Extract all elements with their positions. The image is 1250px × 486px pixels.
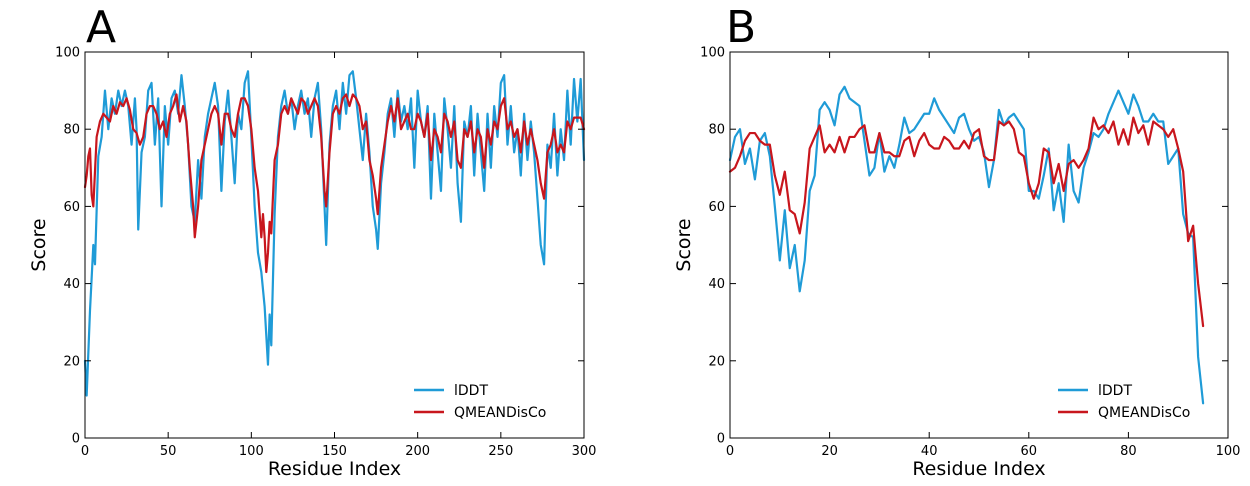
x-tick-label: 100 — [239, 444, 264, 459]
x-tick-label: 250 — [488, 444, 513, 459]
y-tick-label: 0 — [717, 432, 725, 447]
x-tick-label: 60 — [1021, 444, 1038, 459]
legend-label: lDDT — [1098, 383, 1132, 399]
legend-label: lDDT — [454, 383, 488, 399]
y-tick-label: 100 — [55, 46, 80, 61]
plot-frame — [729, 51, 1229, 439]
x-tick-label: 50 — [160, 444, 177, 459]
panel-label: B — [726, 2, 756, 53]
y-tick-label: 80 — [63, 123, 80, 138]
y-tick-label: 80 — [708, 123, 725, 138]
legend-label: QMEANDisCo — [1098, 405, 1190, 421]
y-tick-label: 0 — [72, 432, 80, 447]
y-axis-title: Score — [28, 218, 50, 271]
y-tick-label: 20 — [63, 354, 80, 369]
y-tick-label: 20 — [708, 354, 725, 369]
legend-label: QMEANDisCo — [454, 405, 546, 421]
series-line-lddt — [83, 70, 586, 397]
legend: lDDT QMEANDisCo — [1058, 383, 1190, 421]
x-tick-label: 200 — [405, 444, 430, 459]
panel-a: A 0 50 100 150 200 250 300 0 20 40 60 80 100 Residue I… — [28, 2, 596, 480]
legend: lDDT QMEANDisCo — [414, 383, 546, 421]
series-line-lddt — [728, 85, 1205, 405]
x-tick-label: 300 — [572, 444, 597, 459]
x-tick-label: 20 — [821, 444, 838, 459]
x-tick-label: 80 — [1120, 444, 1137, 459]
x-tick-label: 150 — [322, 444, 347, 459]
y-tick-label: 40 — [708, 277, 725, 292]
x-tick-label: 0 — [81, 444, 89, 459]
y-tick-label: 60 — [708, 200, 725, 215]
x-tick-label: 40 — [921, 444, 938, 459]
y-tick-label: 60 — [63, 200, 80, 215]
x-axis-title: Residue Index — [912, 458, 1045, 480]
panel-b: B 0 20 40 60 80 100 0 20 40 60 80 100 Residue Index Sc… — [673, 2, 1240, 480]
series-line-qmeandisco — [83, 93, 586, 274]
y-tick-label: 40 — [63, 277, 80, 292]
y-tick-label: 100 — [700, 46, 725, 61]
x-axis-title: Residue Index — [268, 458, 401, 480]
series-line-qmeandisco — [728, 116, 1205, 328]
y-axis-title: Score — [673, 218, 695, 271]
panel-label: A — [86, 2, 116, 53]
x-tick-label: 100 — [1216, 444, 1241, 459]
x-tick-label: 0 — [726, 444, 734, 459]
